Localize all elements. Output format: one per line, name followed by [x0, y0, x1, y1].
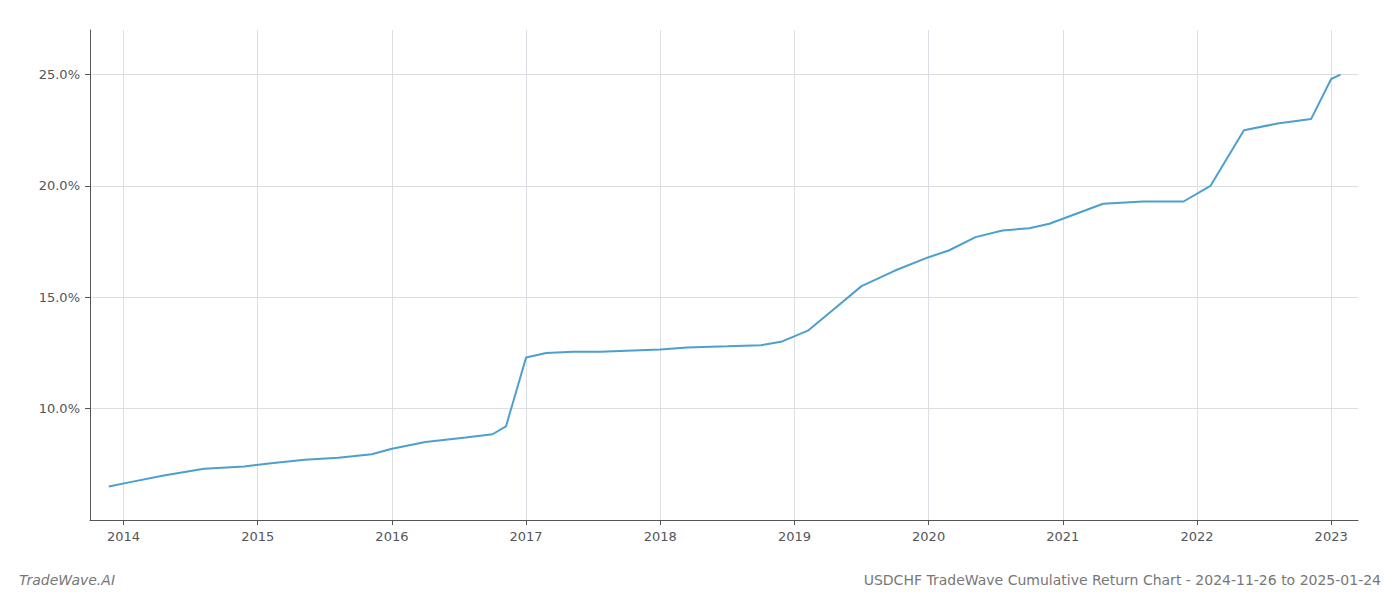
svg-text:2023: 2023	[1315, 529, 1348, 544]
svg-text:USDCHF TradeWave Cumulative Re: USDCHF TradeWave Cumulative Return Chart…	[864, 572, 1381, 588]
svg-text:2022: 2022	[1180, 529, 1213, 544]
svg-text:2018: 2018	[644, 529, 677, 544]
svg-text:2015: 2015	[241, 529, 274, 544]
svg-text:25.0%: 25.0%	[39, 67, 80, 82]
svg-text:15.0%: 15.0%	[39, 290, 80, 305]
svg-text:10.0%: 10.0%	[39, 401, 80, 416]
svg-text:TradeWave.AI: TradeWave.AI	[19, 572, 115, 588]
svg-text:2016: 2016	[375, 529, 408, 544]
svg-text:2019: 2019	[778, 529, 811, 544]
svg-text:2020: 2020	[912, 529, 945, 544]
svg-text:2017: 2017	[510, 529, 543, 544]
svg-text:20.0%: 20.0%	[39, 178, 80, 193]
svg-text:2014: 2014	[107, 529, 140, 544]
svg-text:2021: 2021	[1046, 529, 1079, 544]
